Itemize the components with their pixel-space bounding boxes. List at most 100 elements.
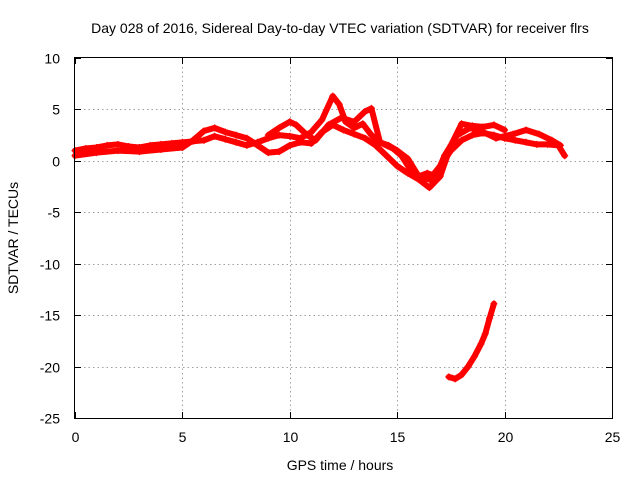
data-point xyxy=(458,136,466,144)
data-point xyxy=(490,300,498,308)
data-point xyxy=(466,124,474,132)
data-point xyxy=(361,134,369,142)
data-point xyxy=(501,126,509,134)
y-tick-label: -5 xyxy=(48,205,61,221)
data-point xyxy=(232,131,240,139)
data-point xyxy=(477,340,485,348)
data-point xyxy=(297,138,304,146)
y-tick-label: -10 xyxy=(40,257,60,273)
data-point xyxy=(367,104,375,112)
data-point xyxy=(464,363,472,371)
data-point xyxy=(423,169,431,177)
data-point xyxy=(318,116,326,124)
data-point xyxy=(511,136,519,144)
series-track-c xyxy=(264,104,564,180)
chart-title: Day 028 of 2016, Sidereal Day-to-day VTE… xyxy=(91,20,589,36)
series-line-track-c xyxy=(265,105,564,180)
data-point xyxy=(522,138,530,146)
data-point xyxy=(286,141,294,149)
data-point xyxy=(243,134,251,142)
data-point xyxy=(458,120,466,128)
y-tick-label: -25 xyxy=(40,411,60,427)
data-point xyxy=(535,130,543,138)
data-point xyxy=(337,114,345,122)
data-point xyxy=(383,152,390,160)
data-point xyxy=(361,108,369,115)
data-point xyxy=(458,371,466,379)
data-point xyxy=(425,184,433,192)
plot-frame xyxy=(74,57,613,419)
data-point xyxy=(157,146,165,153)
data-point xyxy=(486,314,494,322)
data-point xyxy=(481,330,489,338)
x-tick-label: 0 xyxy=(72,429,80,445)
data-point xyxy=(211,132,219,140)
data-point xyxy=(359,120,367,128)
data-point xyxy=(393,162,401,170)
data-point xyxy=(415,172,423,180)
data-point xyxy=(350,124,358,132)
x-tick-label: 15 xyxy=(390,429,406,445)
data-point xyxy=(468,131,476,139)
data-point xyxy=(135,148,143,156)
data-point xyxy=(243,141,251,149)
y-tick-label: -20 xyxy=(40,360,60,376)
x-tick-label: 20 xyxy=(498,429,514,445)
data-point xyxy=(350,118,358,126)
data-point xyxy=(200,136,208,144)
data-point xyxy=(367,131,375,139)
data-point xyxy=(372,141,380,149)
data-point xyxy=(376,138,384,146)
data-point xyxy=(441,152,448,160)
data-point xyxy=(303,131,311,139)
data-point xyxy=(340,126,347,134)
data-point xyxy=(292,121,300,129)
data-point xyxy=(275,148,283,156)
data-point xyxy=(264,149,272,157)
data-point xyxy=(200,127,208,135)
data-point xyxy=(389,145,397,152)
data-point xyxy=(103,141,111,149)
data-point xyxy=(211,124,219,132)
data-point xyxy=(479,128,487,136)
data-point xyxy=(561,152,569,160)
data-point xyxy=(275,131,283,139)
data-point xyxy=(432,172,440,180)
data-point xyxy=(451,375,459,383)
data-point xyxy=(522,126,530,134)
data-point xyxy=(93,149,100,157)
data-point xyxy=(490,121,498,129)
data-point xyxy=(325,121,332,129)
data-point xyxy=(189,136,197,144)
data-point xyxy=(312,136,320,144)
grid-layer xyxy=(75,58,612,418)
y-tick-label: 10 xyxy=(44,51,60,67)
data-point xyxy=(114,140,122,148)
data-point xyxy=(286,132,294,140)
data-point xyxy=(406,165,414,173)
x-tick-label: 25 xyxy=(605,429,621,445)
data-point xyxy=(221,128,229,136)
data-point xyxy=(445,373,453,381)
y-tick-label: 5 xyxy=(52,102,60,118)
data-point xyxy=(178,144,186,151)
data-point xyxy=(453,131,461,139)
data-point xyxy=(544,140,552,148)
data-point xyxy=(286,118,294,126)
data-point xyxy=(548,136,556,144)
data-point xyxy=(82,145,90,152)
data-point xyxy=(254,141,262,149)
data-point xyxy=(232,138,240,146)
data-point xyxy=(533,140,541,148)
y-axis-label: SDTVAR / TECUs xyxy=(5,182,21,294)
data-point xyxy=(264,131,272,139)
data-point xyxy=(221,135,229,143)
data-point xyxy=(398,152,405,160)
data-point xyxy=(275,124,283,132)
data-point xyxy=(492,134,500,142)
y-tick-label: 0 xyxy=(52,154,60,170)
x-tick-label: 10 xyxy=(283,429,299,445)
data-point xyxy=(556,141,564,149)
